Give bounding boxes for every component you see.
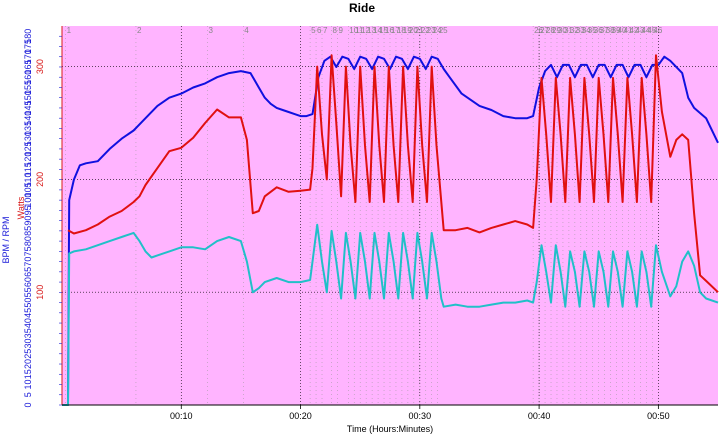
y-tick-label-bpm: 130 xyxy=(23,131,33,146)
y-tick-label-bpm: 60 xyxy=(23,277,33,287)
y-tick-label-bpm: 160 xyxy=(23,70,33,85)
interval-marker-label: 9 xyxy=(339,26,344,35)
y-tick-label-bpm: 170 xyxy=(23,49,33,64)
interval-marker-label: 6 xyxy=(317,26,322,35)
chart-title: Ride xyxy=(349,1,375,15)
series-lines xyxy=(62,54,719,406)
y-tick-label-bpm: 155 xyxy=(23,80,33,95)
x-tick-label: 00:40 xyxy=(528,411,551,421)
y-tick-label-watts: 300 xyxy=(35,59,45,74)
interval-marker-label: 7 xyxy=(323,26,328,35)
y-tick-label-bpm: 50 xyxy=(23,298,33,308)
y-axis-label-bpm: BPM / RPM xyxy=(1,216,11,263)
y-tick-label-bpm: 125 xyxy=(23,141,33,156)
y-tick-label-bpm: 115 xyxy=(23,162,33,176)
interval-marker-label: 25 xyxy=(439,26,448,35)
interval-marker-label: 3 xyxy=(209,26,214,35)
y-tick-label-bpm: 175 xyxy=(23,39,33,54)
interval-marker-label: 46 xyxy=(653,26,662,35)
y-tick-label-bpm: 145 xyxy=(23,100,33,115)
y-tick-label-bpm: 25 xyxy=(23,349,33,359)
y-tick-label-bpm: 180 xyxy=(23,29,33,44)
axes: 0510152025303540455055606570758085909510… xyxy=(23,26,718,421)
y-tick-label-bpm: 135 xyxy=(23,121,33,136)
y-tick-label-bpm: 40 xyxy=(23,318,33,328)
y-tick-label-bpm: 65 xyxy=(23,267,33,277)
y-tick-label-bpm: 90 xyxy=(23,216,33,226)
y-tick-label-bpm: 20 xyxy=(23,359,33,369)
interval-marker-label: 5 xyxy=(311,26,316,35)
y-tick-label-bpm: 165 xyxy=(23,59,33,74)
interval-marker-label: 11 xyxy=(355,26,364,35)
y-tick-label-bpm: 10 xyxy=(23,380,33,390)
y-tick-label-bpm: 15 xyxy=(23,369,33,379)
interval-marker-label: 2 xyxy=(137,26,142,35)
x-tick-label: 00:30 xyxy=(409,411,432,421)
y-tick-label-bpm: 105 xyxy=(23,182,33,197)
y-tick-label-bpm: 120 xyxy=(23,152,33,167)
y-tick-label-bpm: 70 xyxy=(23,257,33,267)
interval-marker-label: 8 xyxy=(333,26,338,35)
y-tick-label-bpm: 75 xyxy=(23,246,33,256)
y-tick-label-watts: 200 xyxy=(35,172,45,187)
y-tick-label-bpm: 110 xyxy=(23,172,33,186)
y-tick-label-bpm: 5 xyxy=(23,392,33,397)
series-line-1 xyxy=(67,54,719,293)
y-tick-label-watts: 100 xyxy=(35,285,45,300)
interval-markers: 1 2 3 4 5 6 7 8 9 1011121314151617181920212223242… xyxy=(65,26,663,405)
interval-marker-label: 4 xyxy=(244,26,249,35)
y-tick-label-bpm: 150 xyxy=(23,90,33,105)
x-tick-label: 00:20 xyxy=(289,411,312,421)
y-tick-label-bpm: 45 xyxy=(23,308,33,318)
y-tick-label-bpm: 100 xyxy=(23,193,33,208)
x-tick-label: 00:50 xyxy=(647,411,670,421)
y-tick-label-bpm: 95 xyxy=(23,205,33,215)
y-tick-label-bpm: 80 xyxy=(23,236,33,246)
x-tick-label: 00:10 xyxy=(170,411,193,421)
y-tick-label-bpm: 35 xyxy=(23,328,33,338)
y-tick-label-bpm: 30 xyxy=(23,339,33,349)
y-tick-label-bpm: 0 xyxy=(23,402,33,407)
x-axis-label: Time (Hours:Minutes) xyxy=(347,424,433,434)
y-tick-label-bpm: 55 xyxy=(23,287,33,297)
y-tick-label-bpm: 85 xyxy=(23,226,33,236)
series-line-0 xyxy=(62,55,719,406)
y-axis-label-watts: Watts xyxy=(16,196,26,219)
interval-marker-label: 1 xyxy=(67,26,72,35)
series-line-2 xyxy=(62,223,719,406)
y-tick-label-bpm: 140 xyxy=(23,111,33,126)
